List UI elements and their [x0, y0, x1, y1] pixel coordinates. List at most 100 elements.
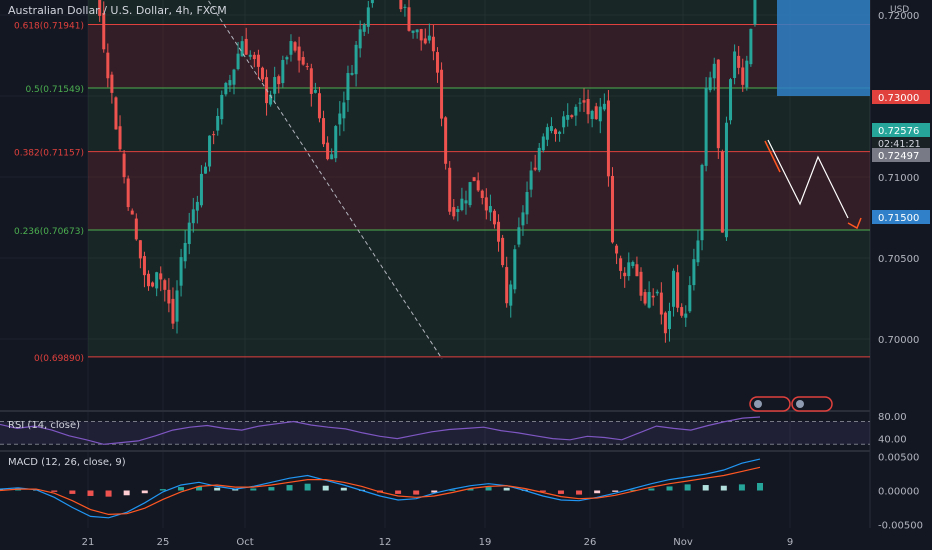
candle-body: [676, 272, 680, 308]
candle-body: [175, 290, 179, 322]
take-profit-zone[interactable]: [777, 0, 870, 97]
candle-body: [244, 38, 248, 55]
candle-body: [704, 87, 708, 166]
time-tick-label: 25: [157, 537, 170, 548]
candle-body: [212, 134, 216, 136]
candle-body: [134, 218, 138, 240]
macd-histogram-bar: [702, 485, 709, 491]
candle-body: [334, 126, 338, 159]
candle-body: [423, 38, 427, 44]
candle-body: [615, 245, 619, 254]
candle-body: [456, 209, 460, 212]
macd-tick-label: 0.00500: [878, 452, 919, 463]
rsi-tick-label: 80.00: [878, 412, 907, 423]
candle-body: [309, 68, 313, 94]
candle-body: [724, 122, 728, 238]
short-position-tool[interactable]: [777, 0, 870, 97]
candle-body: [330, 154, 334, 160]
candle-body: [623, 272, 627, 277]
event-flag-icon[interactable]: [749, 396, 791, 412]
candle-body: [122, 153, 126, 178]
candle-body: [574, 106, 578, 116]
candle-body: [159, 273, 163, 280]
candle-body: [147, 273, 151, 287]
candle-body: [179, 257, 183, 286]
fib-zone: [88, 24, 870, 89]
fib-level-label: 0.618(0.71941): [14, 22, 84, 32]
candle-body: [431, 36, 435, 52]
candle-body: [419, 29, 423, 41]
macd-histogram-bar: [666, 486, 673, 491]
macd-histogram-bar: [594, 490, 601, 494]
candle-body: [252, 54, 256, 60]
candle-body: [631, 262, 635, 267]
drawings[interactable]: [88, 0, 870, 360]
candle-body: [655, 291, 659, 294]
candle-body: [700, 164, 704, 241]
candle-body: [305, 66, 309, 68]
fib-zone: [88, 151, 870, 230]
candle-body: [297, 46, 301, 61]
event-flag-icon[interactable]: [791, 396, 833, 412]
candle-body: [366, 7, 370, 27]
candle-body: [260, 67, 264, 80]
candle-body: [716, 59, 720, 149]
macd-histogram-bar: [467, 488, 474, 491]
candle-body: [427, 35, 431, 41]
candle-body: [415, 29, 419, 33]
candle-body: [549, 126, 553, 131]
candle-body: [594, 106, 598, 120]
candle-body: [505, 267, 509, 304]
candle-body: [659, 292, 663, 315]
candle-body: [358, 29, 362, 49]
macd-histogram-bar: [123, 490, 130, 496]
macd-histogram-bar: [648, 488, 655, 491]
macd-histogram-bar: [196, 486, 203, 491]
candle-body: [712, 63, 716, 79]
candle-body: [509, 284, 513, 306]
candle-body: [562, 116, 566, 128]
candle-body: [167, 289, 171, 304]
candle-body: [411, 30, 415, 33]
candle-body: [248, 54, 252, 57]
macd-histogram-bar: [286, 485, 293, 491]
rsi-title: RSI (14, close): [8, 420, 80, 431]
projection-path[interactable]: [767, 139, 849, 219]
macd-histogram-bar: [612, 490, 619, 492]
candle-body: [114, 97, 118, 130]
macd-histogram-bar: [576, 490, 583, 495]
candle-body: [696, 240, 700, 263]
projection-arrow[interactable]: [764, 140, 781, 173]
candle-body: [692, 259, 696, 286]
candle-body: [102, 13, 106, 50]
time-tick-label: Nov: [673, 537, 693, 548]
candle-body: [476, 180, 480, 191]
candle-body: [672, 270, 676, 307]
arrow-head-icon: [847, 217, 862, 230]
fibonacci-retracement[interactable]: (0.73209)0.786(0.72498)0.618(0.71941)0.5…: [14, 0, 870, 364]
price-tick-label: 0.72000: [878, 11, 919, 22]
candle-body: [163, 280, 167, 290]
candle-body: [484, 197, 488, 211]
candle-body: [130, 210, 134, 215]
badge-stop-value: 0.73000: [878, 93, 919, 104]
dashed-trend-line[interactable]: [90, 0, 443, 360]
macd-histogram-bar: [395, 490, 402, 494]
candle-body: [285, 57, 289, 60]
event-icons[interactable]: [749, 396, 833, 412]
price-badge-current: 0.72576 02:41:21: [872, 123, 930, 150]
candle-body: [606, 100, 610, 177]
candle-body: [590, 110, 594, 120]
badge-current-value: 0.72576: [878, 126, 919, 137]
fib-level-label: 0.5(0.71549): [25, 85, 84, 95]
macd-histogram-bar: [250, 488, 257, 491]
candle-body: [545, 127, 549, 140]
macd-histogram-bar: [177, 487, 184, 491]
candle-body: [598, 106, 602, 122]
macd-histogram-bar: [757, 483, 763, 491]
candle-body: [138, 240, 142, 259]
candle-body: [452, 207, 456, 217]
macd-histogram-bar: [485, 487, 492, 491]
